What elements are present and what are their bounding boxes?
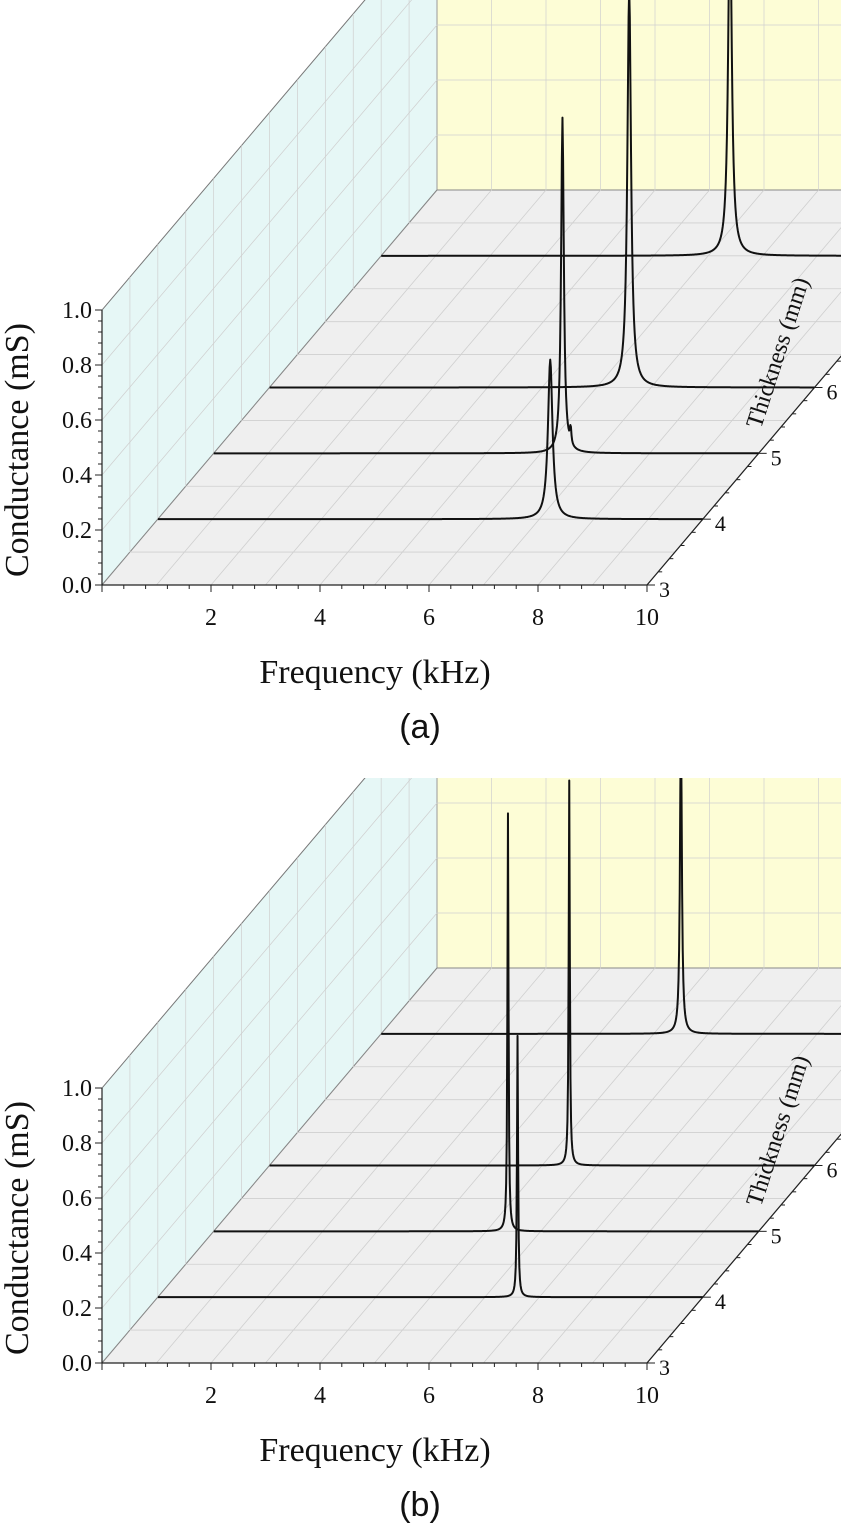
chart-b-x-tick-label: 10 [635, 1383, 659, 1409]
chart-a-z-tick-label: 3 [659, 577, 670, 602]
chart-a-x-tick-label: 6 [423, 605, 435, 631]
chart-a-y-tick-label: 0.8 [62, 353, 92, 379]
chart-b-y-axis-title: Conductance (mS) [0, 1101, 36, 1355]
chart-a-back-wall [437, 0, 841, 190]
chart-a-z-tick-label: 4 [715, 511, 726, 536]
chart-a-y-tick-label: 0.4 [62, 463, 92, 489]
chart-b-x-tick-label: 8 [532, 1383, 544, 1409]
chart-a-y-tick-label: 0.2 [62, 518, 92, 544]
chart-b-z-tick-label: 6 [827, 1158, 838, 1183]
chart-b-z-tick-label: 5 [771, 1223, 782, 1248]
chart-b-y-tick-label: 0.2 [62, 1296, 92, 1322]
chart-panel-a: 0.00.20.40.60.81.02468103456789Frequency… [0, 0, 841, 760]
chart-b-z-tick-label: 3 [659, 1355, 670, 1380]
chart-b-x-axis-title: Frequency (kHz) [259, 1432, 490, 1469]
chart-a-x-tick-label: 2 [205, 605, 217, 631]
chart-b-panel-label: (b) [399, 1486, 441, 1524]
chart-b-y-tick-label: 0.6 [62, 1186, 92, 1212]
chart-a-x-axis-title: Frequency (kHz) [259, 654, 490, 691]
chart-a-y-tick-label: 0.6 [62, 408, 92, 434]
chart-b-x-tick-label: 2 [205, 1383, 217, 1409]
chart-b-y-tick-label: 0.4 [62, 1241, 92, 1267]
chart-a-x-tick-label: 8 [532, 605, 544, 631]
chart-b-back-wall [437, 778, 841, 968]
chart-b-y-tick-label: 1.0 [62, 1076, 92, 1102]
chart-a-y-tick-label: 0.0 [62, 573, 92, 599]
chart-a-y-tick-label: 1.0 [62, 298, 92, 324]
chart-a-x-tick-label: 10 [635, 605, 659, 631]
chart-b-y-tick-label: 0.8 [62, 1131, 92, 1157]
chart-b-z-tick-label: 4 [715, 1289, 726, 1314]
chart-a-x-tick-label: 4 [314, 605, 326, 631]
chart-panel-b: 0.00.20.40.60.81.02468103456789Frequency… [0, 778, 841, 1538]
chart-a-svg: 0.00.20.40.60.81.02468103456789Frequency… [0, 0, 841, 760]
chart-a-y-axis-title: Conductance (mS) [0, 323, 36, 577]
chart-b-x-tick-label: 6 [423, 1383, 435, 1409]
chart-a-z-tick-label: 6 [827, 380, 838, 405]
chart-a-panel-label: (a) [399, 708, 441, 746]
chart-b-y-tick-label: 0.0 [62, 1351, 92, 1377]
chart-a-z-tick-label: 5 [771, 445, 782, 470]
chart-b-x-tick-label: 4 [314, 1383, 326, 1409]
chart-b-svg: 0.00.20.40.60.81.02468103456789Frequency… [0, 778, 841, 1538]
